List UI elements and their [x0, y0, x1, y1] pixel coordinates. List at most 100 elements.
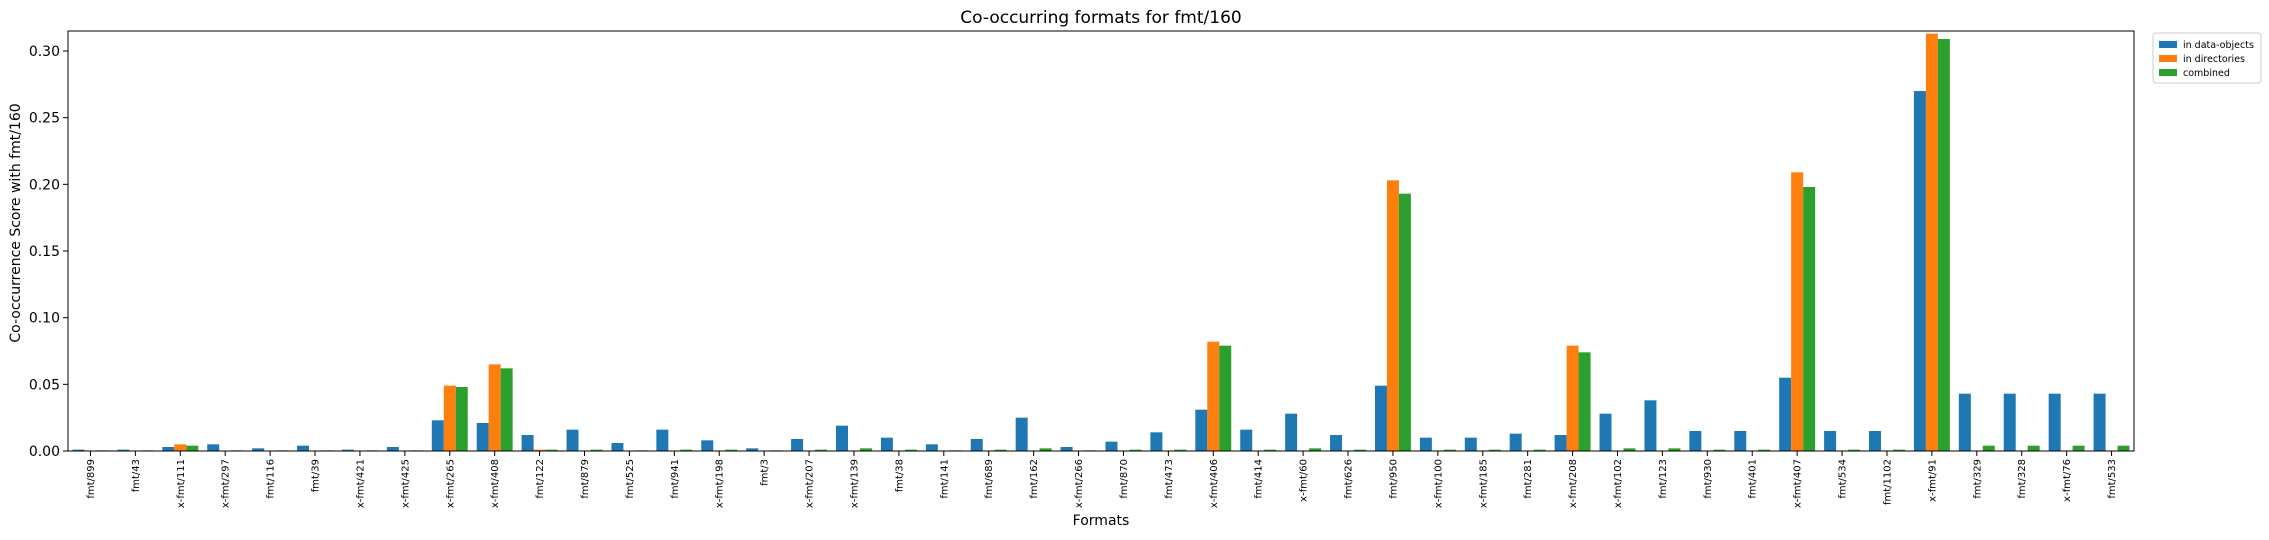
x-tick-label: fmt/899	[86, 459, 97, 499]
bar-series-0-21	[1015, 417, 1028, 451]
x-tick-label: fmt/43	[131, 459, 142, 492]
bar-series-0-29	[1374, 385, 1387, 451]
bar-series-0-24	[1150, 432, 1163, 451]
x-tick-label: x-fmt/76	[2062, 459, 2073, 502]
bar-series-1-8	[443, 385, 456, 451]
bar-series-2-23	[1129, 449, 1142, 451]
y-tick-label: 0.15	[29, 244, 60, 260]
x-tick-label: fmt/626	[1344, 459, 1355, 499]
x-tick-label: fmt/3	[760, 459, 771, 486]
y-tick-label: 0.30	[29, 44, 60, 60]
y-tick-label: 0.00	[29, 444, 60, 460]
x-tick-label: fmt/879	[580, 459, 591, 499]
x-tick-label: fmt/123	[1658, 459, 1669, 499]
x-tick-label: x-fmt/208	[1568, 459, 1579, 508]
bar-series-2-35	[1668, 448, 1681, 451]
x-tick-label: x-fmt/425	[400, 459, 411, 508]
y-tick-label: 0.25	[29, 111, 60, 127]
bar-series-2-10	[545, 449, 558, 451]
bar-series-2-32	[1533, 449, 1546, 451]
bar-series-2-14	[725, 449, 738, 451]
x-tick-label: fmt/281	[1523, 459, 1534, 499]
bar-series-0-13	[656, 429, 669, 451]
bar-series-0-33	[1554, 435, 1567, 451]
bar-series-2-20	[994, 449, 1007, 451]
x-tick-label: fmt/1102	[1882, 459, 1893, 505]
bar-series-2-25	[1219, 345, 1232, 451]
x-tick-label: x-fmt/408	[490, 459, 501, 508]
x-tick-label: x-fmt/139	[849, 459, 860, 508]
plot-area-frame	[67, 30, 2135, 452]
bar-series-2-37	[1758, 449, 1771, 451]
bar-series-0-39	[1824, 431, 1837, 451]
x-tick-label: x-fmt/406	[1209, 459, 1220, 508]
x-tick-label: fmt/39	[311, 459, 322, 492]
bar-series-2-36	[1713, 449, 1726, 451]
bar-series-0-12	[611, 443, 624, 451]
bar-series-0-4	[252, 448, 265, 451]
legend-swatch-2	[2159, 69, 2177, 76]
bar-series-0-43	[2003, 393, 2016, 451]
bar-series-0-7	[386, 447, 399, 451]
bar-series-2-34	[1623, 448, 1636, 451]
bar-series-2-17	[859, 448, 872, 451]
bar-series-0-15	[746, 448, 759, 451]
legend-label-2: combined	[2183, 68, 2230, 79]
legend-box	[2152, 32, 2262, 84]
x-tick-label: fmt/533	[2107, 459, 2118, 499]
bar-series-0-3	[207, 444, 220, 451]
bar-series-1-38	[1791, 172, 1804, 451]
y-tick-label: 0.05	[29, 377, 60, 393]
bar-series-2-13	[680, 449, 693, 451]
x-tick-label: x-fmt/266	[1074, 459, 1085, 508]
x-tick-label: fmt/162	[1029, 459, 1040, 499]
bar-series-2-42	[1982, 445, 1995, 451]
x-tick-label: fmt/941	[670, 459, 681, 499]
bar-series-2-18	[904, 449, 917, 451]
bar-series-2-31	[1488, 449, 1501, 451]
x-tick-label: x-fmt/102	[1613, 459, 1624, 508]
bar-series-0-0	[72, 449, 85, 451]
bar-series-1-29	[1386, 180, 1399, 451]
legend-label-0: in data-objects	[2183, 40, 2254, 51]
bar-series-2-33	[1578, 352, 1591, 451]
x-tick-label: fmt/401	[1748, 459, 1759, 499]
x-tick-label: x-fmt/407	[1793, 459, 1804, 508]
bar-series-2-26	[1264, 449, 1277, 451]
y-axis: 0.00 0.05 0.10 0.15 0.20 0.25 0.30	[29, 44, 68, 460]
x-tick-label: x-fmt/60	[1299, 459, 1310, 502]
bar-series-0-27	[1285, 413, 1298, 451]
bar-series-0-45	[2093, 393, 2106, 451]
x-tick-label: fmt/689	[984, 459, 995, 499]
x-tick-label: x-fmt/91	[1927, 459, 1938, 502]
bar-series-0-30	[1419, 437, 1432, 451]
bar-series-2-38	[1803, 187, 1816, 451]
bar-series-0-10	[521, 435, 534, 451]
bar-series-0-20	[970, 439, 983, 451]
bar-series-0-38	[1779, 377, 1792, 451]
bar-series-2-40	[1892, 449, 1905, 451]
bar-series-1-10	[533, 449, 546, 451]
x-tick-label: x-fmt/297	[221, 459, 232, 508]
bar-series-0-1	[117, 449, 130, 451]
bar-series-0-32	[1509, 433, 1522, 451]
x-tick-label: fmt/38	[894, 459, 905, 492]
bar-series-0-28	[1330, 435, 1343, 451]
bar-series-0-23	[1105, 441, 1118, 451]
bar-series-1-25	[1207, 341, 1220, 451]
bar-series-0-16	[791, 439, 804, 451]
bar-series-2-43	[2027, 445, 2040, 451]
bar-series-2-30	[1443, 449, 1456, 451]
bar-series-1-2	[174, 444, 187, 451]
bar-series-2-41	[1937, 39, 1950, 451]
chart-title: Co-occurring formats for fmt/160	[960, 8, 1241, 28]
bar-series-0-9	[476, 423, 489, 451]
bar-series-0-6	[341, 449, 354, 451]
bar-series-2-44	[2072, 445, 2085, 451]
legend: in data-objects in directories combined	[2152, 32, 2262, 84]
bar-series-0-37	[1734, 431, 1747, 451]
bar-series-2-21	[1039, 448, 1052, 451]
bar-series-0-22	[1060, 447, 1073, 451]
y-axis-label: Co-occurrence Score with fmt/160	[8, 103, 24, 342]
